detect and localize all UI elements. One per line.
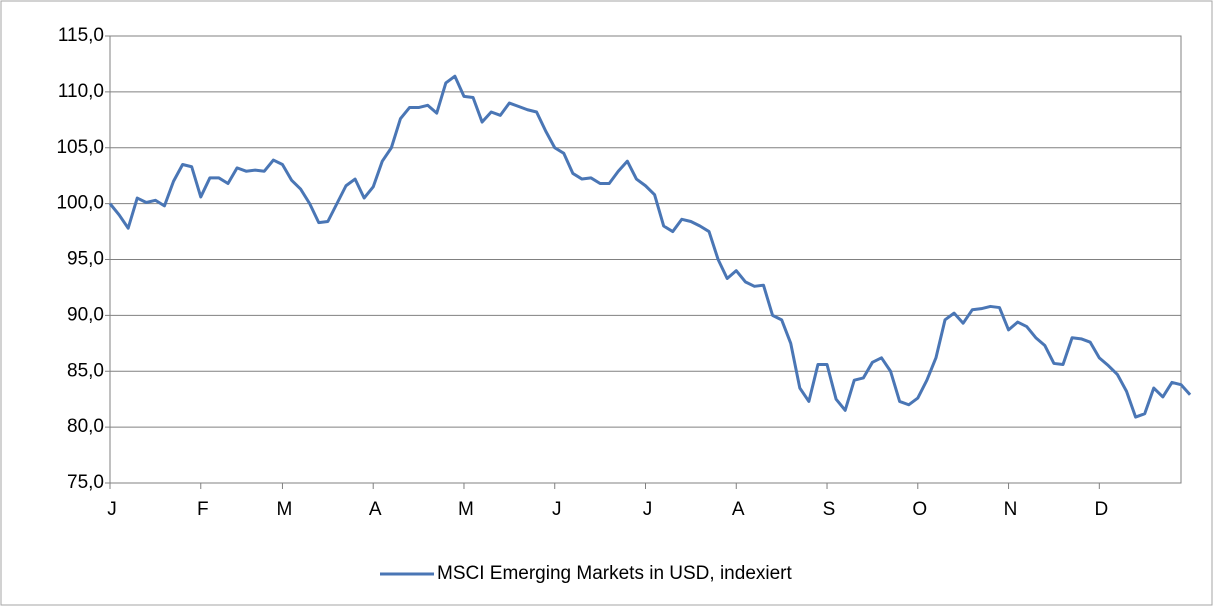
- series-line: [108, 74, 1192, 419]
- y-tick-label: 85,0: [67, 360, 104, 381]
- y-tick-label: 105,0: [56, 137, 104, 158]
- y-tick-label: 110,0: [58, 81, 104, 102]
- x-tick-label: A: [732, 499, 745, 520]
- x-tick-label: O: [912, 499, 927, 520]
- y-tick-label: 95,0: [67, 249, 104, 270]
- y-tick-label: 75,0: [67, 472, 104, 493]
- x-tick-label: N: [1004, 499, 1018, 520]
- x-tick-label: S: [823, 499, 836, 520]
- x-tick-label: J: [107, 499, 117, 520]
- x-tick-label: A: [369, 499, 382, 520]
- y-tick-label: 115,0: [58, 25, 104, 46]
- x-tick-label: J: [552, 499, 562, 520]
- y-tick-label: 80,0: [67, 416, 104, 437]
- x-tick-label: D: [1094, 499, 1108, 520]
- y-tick-label: 100,0: [56, 193, 104, 214]
- x-tick-label: M: [277, 499, 293, 520]
- x-tick-label: J: [643, 499, 653, 520]
- legend-label: MSCI Emerging Markets in USD, indexiert: [437, 563, 792, 584]
- x-tick-label: F: [197, 499, 209, 520]
- x-tick-label: M: [458, 499, 474, 520]
- y-tick-label: 90,0: [67, 304, 104, 325]
